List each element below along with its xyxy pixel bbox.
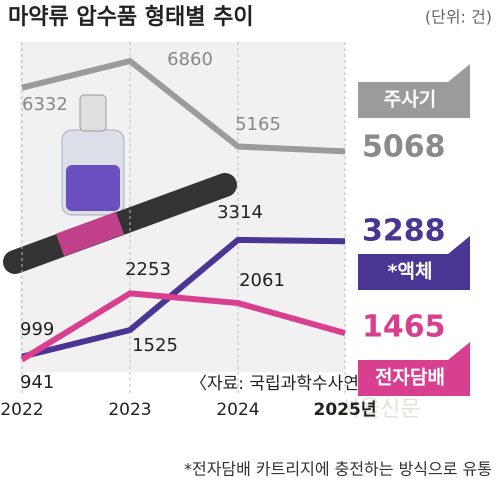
series-line xyxy=(20,290,346,363)
data-label: 5165 xyxy=(235,114,281,135)
unit-label: (단위: 건) xyxy=(425,8,492,27)
legend-callout xyxy=(358,236,470,290)
series-line xyxy=(21,236,346,360)
illustration xyxy=(3,94,237,274)
data-label: 6332 xyxy=(22,94,68,115)
series-line xyxy=(21,58,346,155)
data-label: 2061 xyxy=(239,270,285,291)
x-tick-label: 2024 xyxy=(216,400,259,420)
data-label: 999 xyxy=(20,319,54,340)
x-tick-label: 2022 xyxy=(0,400,43,420)
data-label: 3314 xyxy=(217,202,263,223)
dropper xyxy=(79,94,107,132)
end-value-label: 5068 xyxy=(362,130,446,165)
legend-label: 전자담배 xyxy=(375,367,445,389)
data-label: 6860 xyxy=(167,49,213,70)
legend-callout xyxy=(358,342,470,396)
x-tick-label: 2025년 xyxy=(314,400,377,420)
data-label: 2253 xyxy=(125,259,171,280)
footnote: *전자담배 카트리지에 충전하는 방식으로 유통 xyxy=(184,460,492,479)
watermark: 서울신문 xyxy=(340,397,421,422)
source: 〈자료: 국립과학수사연구원〉 xyxy=(190,374,407,394)
legend-callout xyxy=(358,64,470,118)
ecig-band xyxy=(55,211,125,257)
legend-label: 주사기 xyxy=(384,89,436,111)
x-tick-label: 2023 xyxy=(108,400,151,420)
data-label: 1525 xyxy=(132,335,178,356)
data-label: 941 xyxy=(20,372,54,393)
legend-label: *액체 xyxy=(388,261,433,283)
bottle-liquid xyxy=(66,165,120,211)
end-value-label: 3288 xyxy=(362,214,446,249)
chart-title: 마약류 압수품 형태별 추이 xyxy=(8,5,254,30)
end-value-label: 1465 xyxy=(362,310,446,345)
